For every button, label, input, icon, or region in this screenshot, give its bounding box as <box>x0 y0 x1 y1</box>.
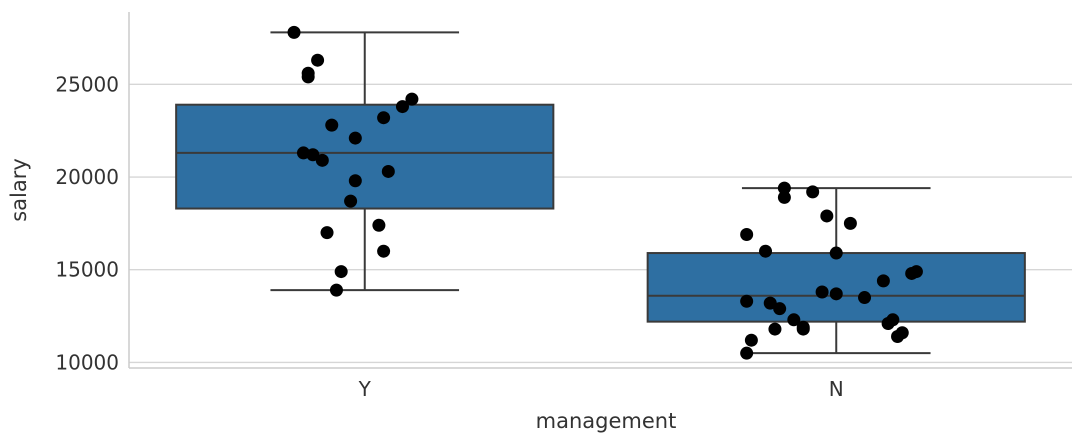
data-point <box>740 294 754 308</box>
data-point <box>344 194 358 208</box>
data-point <box>372 218 386 232</box>
data-point <box>329 283 343 297</box>
x-tick-label-y: Y <box>358 377 372 401</box>
data-point <box>334 265 348 279</box>
data-point <box>843 216 857 230</box>
tick-labels: 10000 15000 20000 25000 Y N <box>55 72 843 401</box>
y-axis-title: salary <box>7 158 31 222</box>
data-point <box>796 322 810 336</box>
data-point <box>301 70 315 84</box>
x-axis-title: management <box>536 409 677 433</box>
data-point <box>891 329 905 343</box>
data-point <box>320 226 334 240</box>
data-point <box>740 228 754 241</box>
data-point <box>744 333 758 347</box>
data-point <box>820 209 834 223</box>
data-point <box>377 111 391 125</box>
data-point <box>829 246 843 260</box>
data-points <box>287 25 923 360</box>
data-point <box>315 153 329 167</box>
data-point <box>787 313 801 327</box>
data-point <box>405 92 419 106</box>
data-point <box>773 302 787 316</box>
data-point <box>777 190 791 204</box>
data-point <box>325 118 339 132</box>
data-point <box>381 164 395 178</box>
y-tick-label: 25000 <box>55 72 119 96</box>
data-point <box>348 131 362 145</box>
plot-frame <box>128 12 1072 369</box>
data-point <box>311 53 325 67</box>
data-point <box>876 274 890 288</box>
data-point <box>306 148 320 162</box>
data-point <box>815 285 829 299</box>
data-point <box>740 346 754 360</box>
data-point <box>829 287 843 301</box>
data-point <box>905 266 919 280</box>
y-tick-label: 20000 <box>55 165 119 189</box>
data-point <box>777 181 791 195</box>
data-point <box>858 291 872 305</box>
data-point <box>348 174 362 188</box>
data-point <box>768 322 782 336</box>
data-point <box>806 185 820 199</box>
data-point <box>377 244 391 258</box>
data-point <box>881 317 895 330</box>
box-layer <box>175 31 1026 355</box>
data-point <box>395 100 409 114</box>
box-y <box>175 103 555 210</box>
data-point <box>759 244 773 258</box>
data-point <box>287 25 301 39</box>
y-tick-label: 10000 <box>55 350 119 374</box>
y-tick-label: 15000 <box>55 258 119 282</box>
data-point <box>763 296 777 310</box>
x-tick-label-n: N <box>829 377 844 401</box>
